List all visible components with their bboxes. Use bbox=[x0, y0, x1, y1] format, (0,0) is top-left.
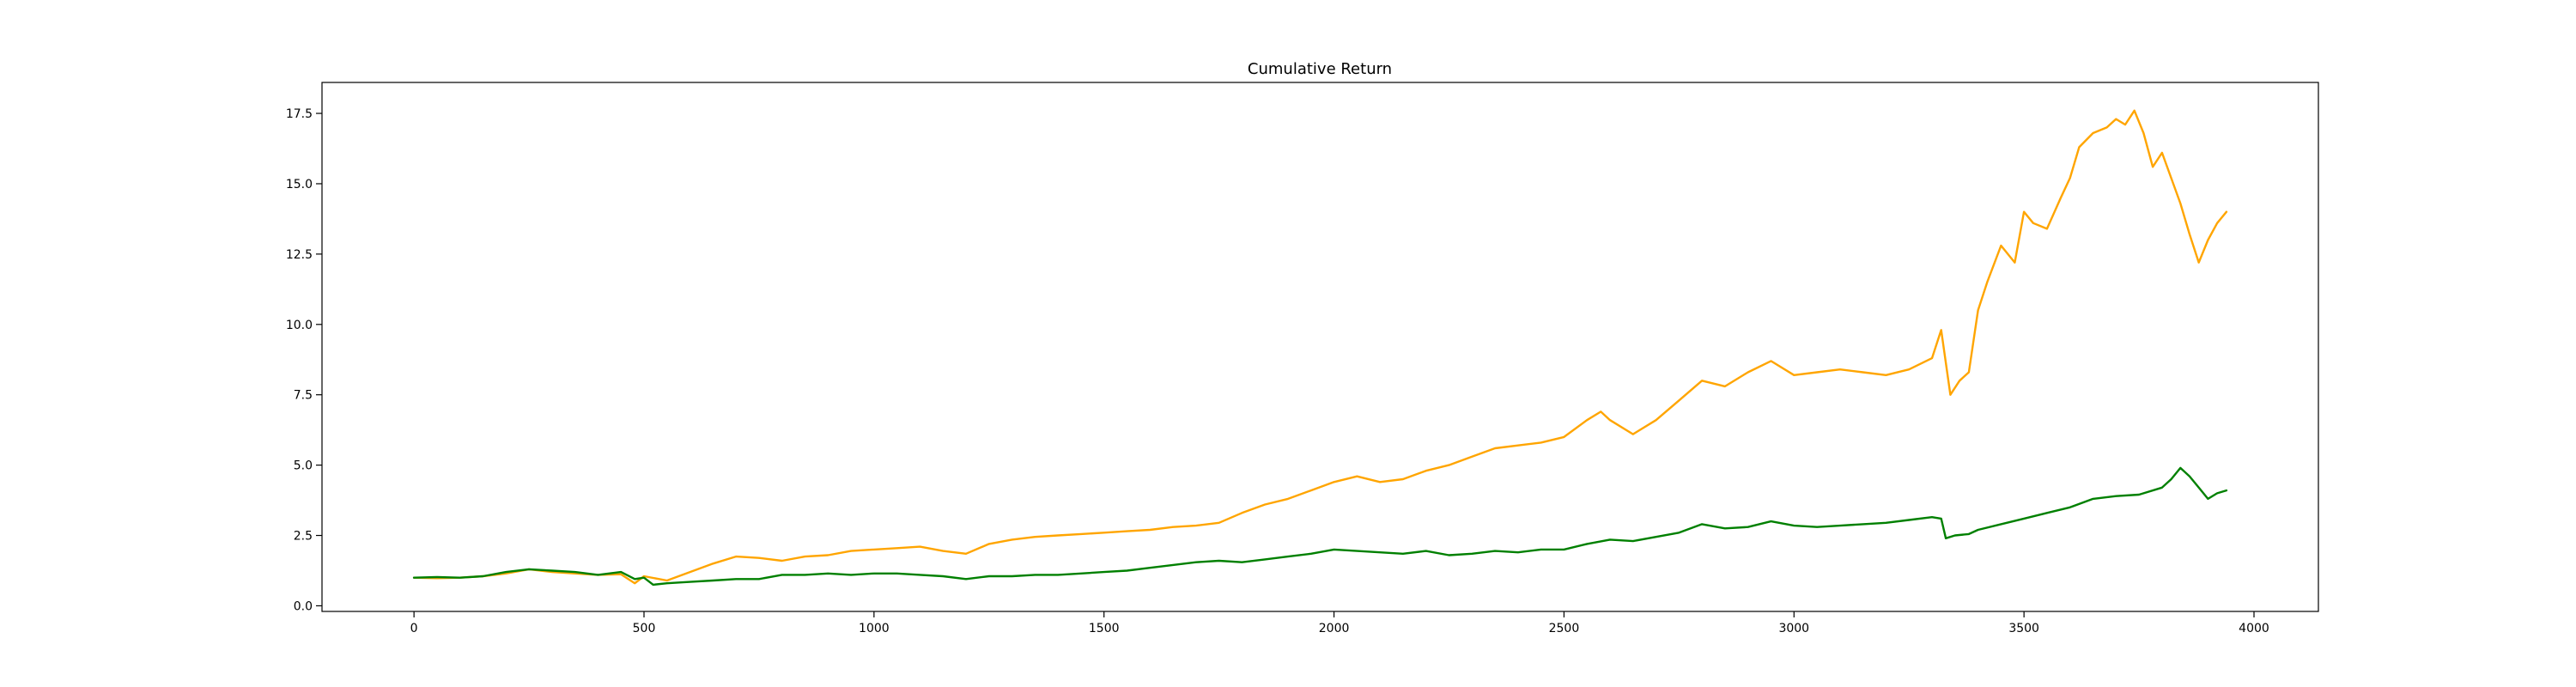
x-tick-label: 4000 bbox=[2239, 622, 2269, 635]
series-layer bbox=[412, 109, 2228, 587]
x-tick-label: 1500 bbox=[1089, 622, 1120, 635]
y-tick-label: 2.5 bbox=[294, 530, 313, 544]
y-tick-label: 10.0 bbox=[286, 319, 313, 332]
x-tick-label: 0 bbox=[410, 622, 418, 635]
plot-area-frame bbox=[321, 82, 2319, 612]
y-tick-label: 17.5 bbox=[286, 107, 313, 121]
y-tick-label: 0.0 bbox=[294, 599, 313, 613]
series-line-1 bbox=[412, 109, 2228, 585]
x-tick-label: 1000 bbox=[859, 622, 890, 635]
y-tick-label: 15.0 bbox=[286, 178, 313, 192]
x-tick-label: 3500 bbox=[2008, 622, 2039, 635]
x-tick-label: 2000 bbox=[1319, 622, 1350, 635]
y-axis-ticks: 0.0 2.5 5.0 7.5 10.0 12.5 15.0 17.5 bbox=[286, 107, 322, 613]
y-tick-label: 5.0 bbox=[294, 459, 313, 473]
x-tick-label: 2500 bbox=[1549, 622, 1580, 635]
chart-title: Cumulative Return bbox=[1248, 60, 1392, 78]
x-tick-label: 3000 bbox=[1778, 622, 1809, 635]
x-tick-label: 500 bbox=[633, 622, 656, 635]
y-tick-label: 12.5 bbox=[286, 248, 313, 262]
y-tick-label: 7.5 bbox=[294, 389, 313, 403]
x-axis-ticks: 0 500 1000 1500 2000 2500 3000 3500 4000 bbox=[410, 611, 2269, 635]
series-line-2 bbox=[412, 466, 2228, 587]
